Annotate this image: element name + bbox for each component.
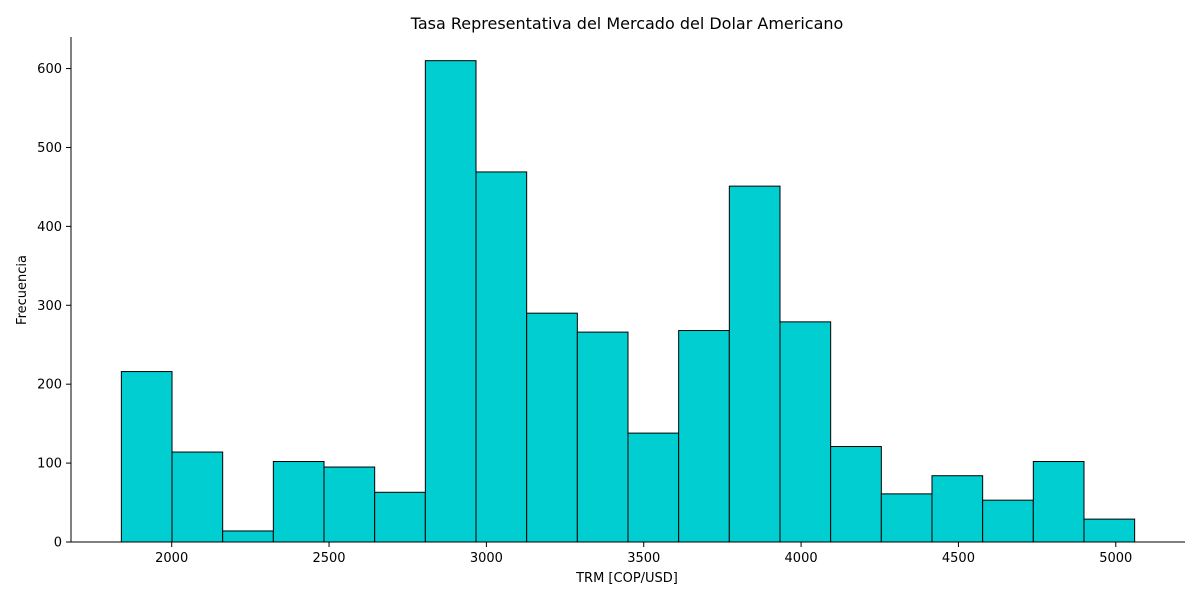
histogram-bar (171, 451, 224, 543)
x-tick-label: 5000 (1099, 551, 1132, 566)
histogram-bar (728, 185, 781, 543)
histogram-bar (120, 371, 173, 543)
y-tick-label: 300 (37, 299, 62, 314)
y-tick-label: 100 (37, 457, 62, 472)
x-tick-label: 3000 (470, 551, 503, 566)
x-tick-label: 4500 (942, 551, 975, 566)
histogram-bar (982, 499, 1034, 543)
y-tick-label: 0 (54, 536, 62, 551)
x-tick-label: 3500 (627, 551, 660, 566)
bars-group (120, 60, 1136, 543)
x-tick-label: 4000 (785, 551, 818, 566)
histogram-bar (374, 491, 426, 543)
chart-title: Tasa Representativa del Mercado del Dola… (410, 14, 844, 33)
histogram-bar (627, 432, 680, 543)
histogram-bar (222, 530, 274, 543)
x-axis-label: TRM [COP/USD] (575, 571, 678, 586)
histogram-bar (779, 321, 832, 543)
histogram-bar (526, 312, 578, 543)
histogram-bar (931, 475, 984, 543)
histogram-bar (272, 461, 325, 543)
histogram-bar (678, 330, 730, 543)
histogram-bar (1032, 461, 1085, 543)
y-tick-label: 500 (37, 141, 62, 156)
y-axis-label: Frecuencia (15, 255, 30, 325)
histogram-bar (576, 331, 629, 543)
y-tick-label: 200 (37, 378, 62, 393)
histogram-bar (475, 171, 528, 543)
histogram-bar (880, 493, 933, 543)
histogram-bar (1083, 518, 1136, 543)
x-ticks-group: 2000 2500 3000 3500 4000 4500 5000 (155, 542, 1132, 566)
histogram-bar (424, 60, 477, 543)
y-tick-label: 600 (37, 62, 62, 77)
x-tick-label: 2000 (155, 551, 188, 566)
x-tick-label: 2500 (312, 551, 345, 566)
histogram-bar (830, 446, 882, 543)
y-ticks-group: 0 100 200 300 400 500 600 (37, 62, 71, 551)
histogram-bar (323, 466, 376, 543)
y-tick-label: 400 (37, 220, 62, 235)
